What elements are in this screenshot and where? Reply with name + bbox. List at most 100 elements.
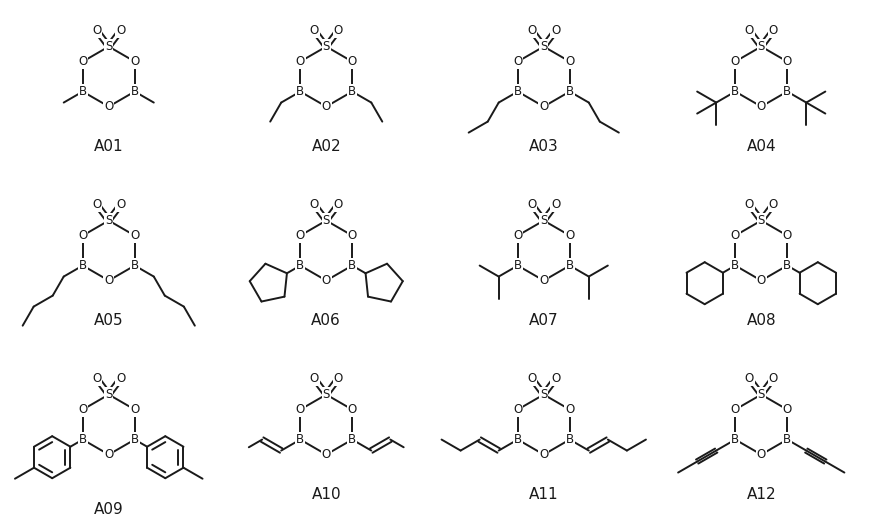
Text: O: O (78, 229, 87, 242)
Text: O: O (756, 100, 765, 113)
Text: O: O (322, 448, 330, 461)
Text: S: S (322, 214, 329, 227)
Text: O: O (322, 100, 330, 113)
Text: B: B (295, 85, 304, 98)
Text: B: B (130, 259, 139, 272)
Text: O: O (782, 229, 791, 242)
Text: O: O (295, 403, 304, 416)
Text: O: O (767, 372, 777, 385)
Text: O: O (527, 372, 536, 385)
Text: A09: A09 (94, 502, 123, 517)
Text: O: O (756, 448, 765, 461)
Text: O: O (527, 198, 536, 211)
Text: B: B (78, 85, 87, 98)
Text: B: B (730, 433, 739, 446)
Text: B: B (130, 85, 139, 98)
Text: O: O (130, 403, 139, 416)
Text: O: O (104, 100, 113, 113)
Text: O: O (78, 403, 87, 416)
Text: B: B (565, 259, 574, 272)
Text: O: O (782, 403, 791, 416)
Text: O: O (513, 403, 521, 416)
Text: O: O (92, 372, 102, 385)
Text: A06: A06 (311, 313, 341, 328)
Text: S: S (757, 214, 764, 227)
Text: A01: A01 (94, 139, 123, 154)
Text: O: O (756, 274, 765, 287)
Text: O: O (333, 24, 342, 37)
Text: B: B (782, 433, 791, 446)
Text: S: S (540, 40, 547, 53)
Text: O: O (550, 372, 560, 385)
Text: O: O (348, 403, 356, 416)
Text: B: B (130, 433, 139, 446)
Text: B: B (295, 259, 304, 272)
Text: O: O (348, 55, 356, 68)
Text: A03: A03 (528, 139, 558, 154)
Text: O: O (309, 24, 319, 37)
Text: B: B (513, 433, 521, 446)
Text: O: O (295, 229, 304, 242)
Text: O: O (92, 24, 102, 37)
Text: O: O (744, 24, 753, 37)
Text: S: S (322, 388, 329, 401)
Text: O: O (116, 198, 125, 211)
Text: O: O (527, 24, 536, 37)
Text: S: S (757, 40, 764, 53)
Text: A05: A05 (94, 313, 123, 328)
Text: B: B (730, 259, 739, 272)
Text: O: O (116, 24, 125, 37)
Text: B: B (565, 85, 574, 98)
Text: B: B (782, 85, 791, 98)
Text: O: O (565, 229, 574, 242)
Text: S: S (105, 214, 112, 227)
Text: O: O (539, 100, 547, 113)
Text: O: O (730, 229, 739, 242)
Text: A10: A10 (311, 487, 341, 502)
Text: B: B (348, 433, 356, 446)
Text: B: B (513, 85, 521, 98)
Text: B: B (782, 259, 791, 272)
Text: B: B (348, 259, 356, 272)
Text: S: S (540, 388, 547, 401)
Text: B: B (78, 433, 87, 446)
Text: B: B (730, 85, 739, 98)
Text: O: O (333, 198, 342, 211)
Text: B: B (513, 259, 521, 272)
Text: O: O (550, 198, 560, 211)
Text: B: B (565, 433, 574, 446)
Text: O: O (744, 198, 753, 211)
Text: S: S (105, 40, 112, 53)
Text: O: O (730, 55, 739, 68)
Text: A11: A11 (528, 487, 558, 502)
Text: O: O (744, 372, 753, 385)
Text: B: B (348, 85, 356, 98)
Text: S: S (757, 388, 764, 401)
Text: A12: A12 (746, 487, 775, 502)
Text: O: O (730, 403, 739, 416)
Text: O: O (550, 24, 560, 37)
Text: O: O (104, 448, 113, 461)
Text: O: O (333, 372, 342, 385)
Text: O: O (78, 55, 87, 68)
Text: O: O (130, 229, 139, 242)
Text: O: O (92, 198, 102, 211)
Text: O: O (322, 274, 330, 287)
Text: S: S (540, 214, 547, 227)
Text: O: O (565, 403, 574, 416)
Text: O: O (539, 448, 547, 461)
Text: A02: A02 (311, 139, 341, 154)
Text: O: O (767, 198, 777, 211)
Text: O: O (565, 55, 574, 68)
Text: O: O (309, 372, 319, 385)
Text: A08: A08 (746, 313, 775, 328)
Text: O: O (513, 55, 521, 68)
Text: A07: A07 (528, 313, 558, 328)
Text: O: O (513, 229, 521, 242)
Text: O: O (130, 55, 139, 68)
Text: O: O (295, 55, 304, 68)
Text: B: B (78, 259, 87, 272)
Text: O: O (309, 198, 319, 211)
Text: S: S (105, 388, 112, 401)
Text: O: O (348, 229, 356, 242)
